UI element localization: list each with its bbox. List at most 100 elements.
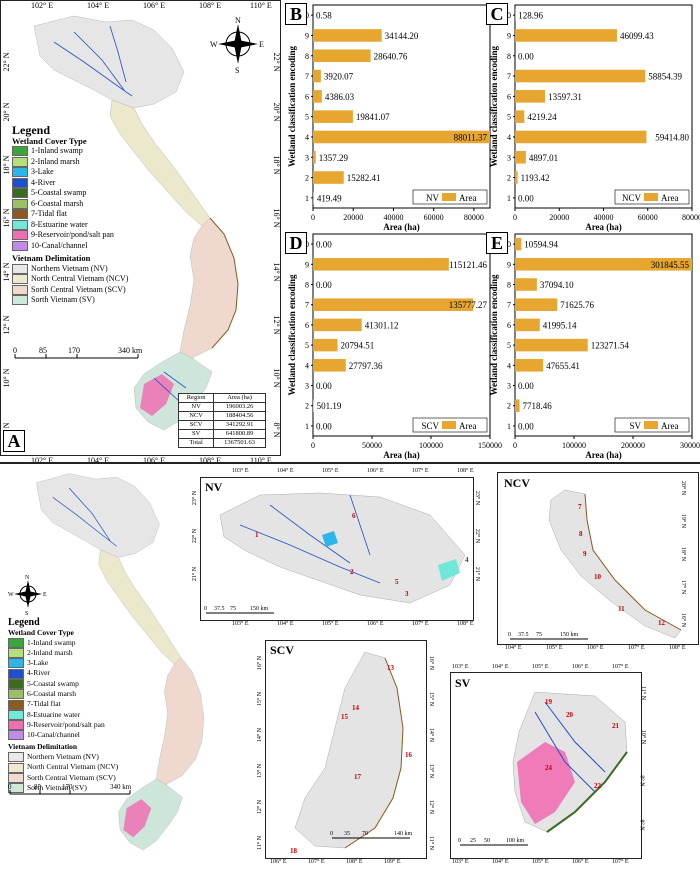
inset-tick-label: 20° N — [680, 480, 687, 496]
legend-region-label: NV — [426, 193, 439, 203]
inset-tick-label: 109° E — [384, 859, 401, 865]
region-scv — [155, 656, 204, 785]
legend-title: Legend — [12, 123, 51, 137]
x-tick-label: 150000 — [478, 441, 502, 450]
bar — [313, 191, 314, 205]
legend-swatch — [8, 762, 24, 773]
sv-coastal-swamp — [546, 751, 628, 833]
data-label: 301845.55 — [651, 260, 690, 270]
scale-label: 37.5 — [214, 606, 225, 612]
scale-label: 75 — [230, 606, 236, 612]
category-tick-label: 7 — [305, 72, 309, 81]
scv-coast — [344, 657, 404, 849]
inset-tick-label: 106° E — [572, 859, 589, 865]
compass-s: S — [25, 611, 28, 616]
bar — [515, 171, 518, 184]
compass-e: E — [43, 592, 47, 598]
site-marker: 17 — [354, 773, 361, 781]
scale-label: 100 km — [506, 838, 525, 844]
bar — [515, 150, 526, 164]
inset-tick-label: 17° N — [680, 579, 687, 595]
bar — [313, 171, 344, 184]
data-label: 47655.41 — [546, 361, 580, 371]
legend-label: Northern Vietnam (NV) — [27, 752, 99, 762]
data-label: 419.49 — [317, 193, 342, 203]
legend-swatch — [8, 783, 24, 794]
inset-tick-label: 105° E — [322, 468, 339, 474]
scv-region-shape — [294, 651, 404, 849]
legend-item: 3-Lake — [8, 658, 118, 669]
site-marker: 14 — [352, 704, 359, 712]
y-axis-label: Wetland classification encoding — [489, 46, 499, 168]
bar — [313, 110, 353, 123]
x-tick-label: 0 — [513, 213, 517, 222]
data-label: 0.00 — [316, 421, 332, 431]
legend-label: 10-Canal/channel — [31, 240, 88, 250]
legend-item: 7-Tidal flat — [8, 699, 118, 710]
legend-item: 1-Inland swamp — [8, 638, 118, 648]
lon-tick-bottom: 106° E — [143, 456, 166, 465]
scale-label: 170 — [62, 783, 73, 791]
nv-estuary — [438, 559, 460, 581]
x-tick-label: 0 — [513, 441, 517, 450]
ncv-region-shape — [548, 489, 682, 639]
lat-tick-left: 20° N — [2, 102, 11, 121]
y-axis-label: Wetland classification encoding — [287, 274, 297, 396]
inset-tick-label: 104° E — [492, 664, 509, 670]
category-tick-label: 3 — [305, 382, 309, 391]
inset-tick-label: 105° E — [532, 859, 549, 865]
category-tick-label: 3 — [507, 382, 511, 391]
legend-label: 8-Estuarine water — [27, 709, 81, 719]
legend-swatch — [12, 146, 28, 157]
data-label: 115121.46 — [449, 260, 487, 270]
legend-region-label: NCV — [622, 193, 642, 203]
legend-label: 7-Tidal flat — [31, 209, 67, 218]
legend-item: Sorth Central Vietnam (SCV) — [8, 773, 118, 784]
lon-tick-bottom: 110° E — [250, 456, 272, 465]
legend-label: 9-Reservoir/pond/salt pan — [27, 719, 105, 729]
data-label: 501.19 — [317, 401, 342, 411]
legend-swatch — [8, 709, 24, 720]
legend-item: 10-Canal/channel — [12, 241, 128, 252]
x-tick-label: 50000 — [362, 441, 382, 450]
legend-label: 1-Inland swamp — [27, 637, 76, 647]
data-label: 27797.36 — [349, 361, 383, 371]
legend-swatch — [8, 648, 24, 659]
x-axis-label: Area (ha) — [585, 222, 622, 232]
scale-label: 50 — [484, 838, 490, 844]
sv-map — [512, 691, 628, 833]
data-label: 58854.39 — [648, 72, 682, 82]
inset-tick-label: 108° E — [346, 859, 363, 865]
category-tick-label: 6 — [507, 92, 511, 101]
bar — [313, 318, 362, 332]
x-tick-label: 80000 — [464, 213, 484, 222]
category-tick-label: 8 — [507, 52, 511, 61]
inset-tick-label: 106° E — [367, 468, 384, 474]
inset-tick-label: 106° E — [587, 645, 604, 651]
scale-label: 150 km — [560, 632, 579, 638]
x-axis-label: Area (ha) — [383, 450, 420, 460]
inset-tick-label: 105° E — [546, 645, 563, 651]
lat-tick-right: 22° N — [272, 53, 281, 72]
data-label: 4219.24 — [527, 112, 557, 122]
inset-tick-label: 9° N — [638, 775, 645, 787]
panel-label-e: E — [486, 232, 508, 254]
lon-tick-top: 110° E — [250, 1, 272, 10]
scale-label: 25 — [470, 838, 476, 844]
legend-swatch — [8, 658, 24, 669]
lat-tick-left: 14° N — [2, 262, 11, 281]
bar — [515, 90, 546, 103]
inset-tick-label: 11° N — [640, 685, 647, 701]
inset-tick-label: 14° N — [257, 727, 264, 743]
data-label: 10594.94 — [524, 240, 558, 250]
inset-tick-label: 107° E — [612, 664, 629, 670]
scale-label: 170 — [68, 346, 80, 355]
legend-item: 2-Inland marsh — [8, 648, 118, 659]
category-tick-label: 2 — [507, 174, 511, 183]
legend-swatch — [12, 209, 28, 220]
lon-tick-bottom: 104° E — [87, 456, 110, 465]
data-label: 88011.37 — [454, 132, 488, 142]
x-axis-label: Area (ha) — [585, 450, 622, 460]
bar — [313, 69, 321, 83]
category-tick-label: 2 — [305, 402, 309, 411]
